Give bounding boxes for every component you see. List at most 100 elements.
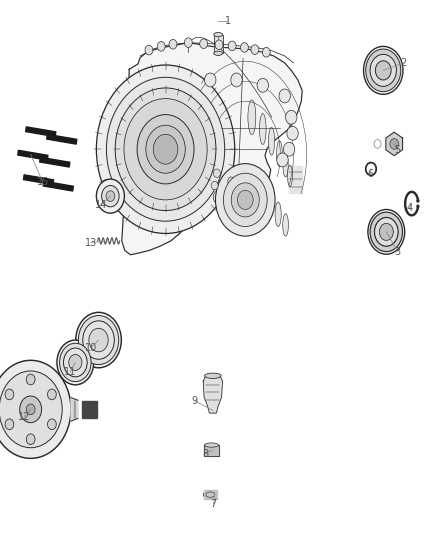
Circle shape — [157, 42, 165, 51]
Circle shape — [205, 73, 216, 87]
Polygon shape — [71, 398, 78, 421]
Text: 10: 10 — [85, 343, 97, 352]
Text: 5: 5 — [395, 146, 401, 155]
Text: 9: 9 — [192, 396, 198, 406]
Polygon shape — [204, 490, 217, 499]
Circle shape — [369, 53, 397, 87]
Text: 7: 7 — [211, 499, 217, 508]
Circle shape — [0, 360, 71, 458]
Circle shape — [115, 88, 216, 211]
Polygon shape — [82, 401, 97, 418]
Polygon shape — [214, 35, 223, 53]
Circle shape — [390, 139, 399, 149]
Circle shape — [237, 190, 253, 209]
Circle shape — [153, 134, 178, 164]
Text: 13: 13 — [85, 238, 97, 247]
Circle shape — [102, 185, 119, 207]
Text: 8: 8 — [202, 449, 208, 459]
Circle shape — [5, 389, 14, 400]
Polygon shape — [386, 132, 403, 156]
Circle shape — [368, 209, 405, 254]
Circle shape — [106, 77, 225, 221]
Circle shape — [251, 45, 259, 54]
Polygon shape — [40, 157, 70, 167]
Ellipse shape — [259, 114, 266, 144]
Circle shape — [240, 43, 248, 52]
Circle shape — [57, 340, 94, 385]
Text: 3: 3 — [395, 247, 401, 256]
Circle shape — [47, 419, 56, 430]
Polygon shape — [47, 134, 77, 144]
Circle shape — [215, 40, 223, 50]
Circle shape — [76, 312, 121, 368]
Circle shape — [20, 396, 42, 423]
Ellipse shape — [254, 177, 262, 207]
Ellipse shape — [206, 492, 215, 497]
Text: 15: 15 — [37, 177, 49, 187]
Polygon shape — [24, 175, 53, 184]
Ellipse shape — [214, 51, 223, 55]
Ellipse shape — [283, 154, 288, 177]
Circle shape — [213, 190, 225, 204]
Circle shape — [257, 78, 268, 92]
Circle shape — [279, 89, 290, 103]
Text: 14: 14 — [95, 200, 107, 210]
Circle shape — [283, 142, 295, 156]
Circle shape — [96, 179, 124, 213]
Circle shape — [137, 115, 194, 184]
Ellipse shape — [275, 202, 281, 227]
Text: 2: 2 — [400, 58, 406, 68]
Text: 4: 4 — [406, 203, 413, 213]
Polygon shape — [289, 166, 302, 193]
Circle shape — [89, 328, 108, 352]
Polygon shape — [18, 150, 48, 160]
Ellipse shape — [248, 100, 256, 134]
Circle shape — [379, 223, 393, 240]
Text: 6: 6 — [367, 169, 373, 179]
Polygon shape — [204, 445, 219, 456]
Circle shape — [26, 374, 35, 385]
Circle shape — [184, 38, 192, 47]
Circle shape — [169, 39, 177, 49]
Polygon shape — [122, 43, 302, 255]
Ellipse shape — [283, 214, 288, 236]
Text: 1: 1 — [225, 17, 231, 26]
Circle shape — [231, 183, 259, 217]
Circle shape — [287, 126, 298, 140]
Circle shape — [262, 47, 270, 57]
Ellipse shape — [205, 443, 219, 447]
Circle shape — [375, 61, 391, 80]
Text: 12: 12 — [18, 412, 30, 422]
Circle shape — [286, 110, 297, 124]
Circle shape — [146, 125, 185, 173]
Ellipse shape — [266, 190, 273, 217]
Ellipse shape — [203, 490, 217, 499]
Polygon shape — [43, 181, 73, 191]
Circle shape — [211, 181, 218, 190]
Circle shape — [228, 177, 235, 185]
Circle shape — [145, 45, 153, 55]
Polygon shape — [203, 376, 223, 413]
Circle shape — [223, 173, 267, 227]
Circle shape — [5, 419, 14, 430]
Circle shape — [228, 41, 236, 51]
Circle shape — [106, 191, 115, 201]
Circle shape — [82, 320, 115, 360]
Circle shape — [231, 73, 242, 87]
Circle shape — [374, 217, 399, 247]
Ellipse shape — [214, 33, 223, 37]
Circle shape — [0, 371, 62, 448]
Circle shape — [63, 348, 88, 377]
Circle shape — [215, 164, 275, 236]
Circle shape — [277, 153, 288, 167]
Circle shape — [417, 199, 419, 203]
Circle shape — [213, 169, 220, 177]
Ellipse shape — [287, 165, 293, 187]
Circle shape — [417, 205, 419, 208]
Circle shape — [200, 39, 208, 49]
Circle shape — [69, 354, 82, 370]
Ellipse shape — [205, 373, 221, 378]
Circle shape — [26, 404, 35, 415]
Circle shape — [96, 65, 235, 233]
Ellipse shape — [277, 141, 282, 166]
